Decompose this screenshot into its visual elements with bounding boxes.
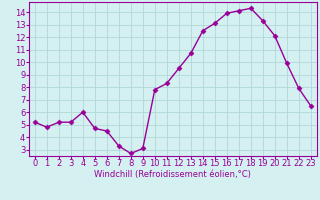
X-axis label: Windchill (Refroidissement éolien,°C): Windchill (Refroidissement éolien,°C)	[94, 170, 251, 179]
